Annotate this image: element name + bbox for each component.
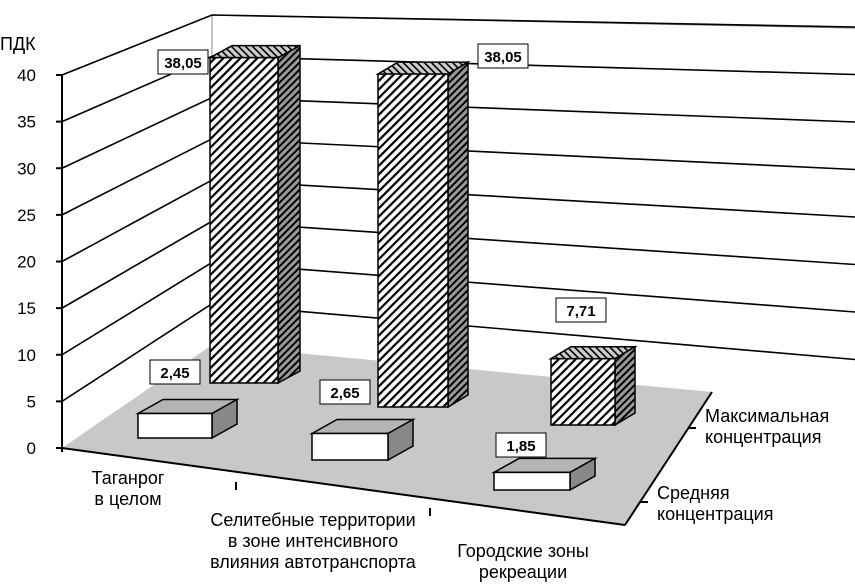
data-label-text: 2,65	[330, 385, 359, 402]
y-axis-label: ПДК	[0, 34, 36, 54]
data-label-box	[319, 379, 371, 405]
data-label-text: 38,05	[164, 55, 202, 72]
y-tick-label: 5	[27, 392, 36, 411]
data-label-text: 1,85	[506, 438, 535, 455]
data-label-box	[157, 49, 209, 75]
bar-front	[493, 471, 571, 491]
data-label: 38,05	[477, 43, 529, 69]
bar	[375, 60, 471, 409]
y-tick-label: 20	[17, 253, 36, 272]
bar	[209, 44, 301, 385]
data-label-text: 7,71	[566, 303, 595, 320]
depth-axis	[624, 391, 713, 526]
gridline	[61, 14, 855, 76]
bar-front	[311, 432, 389, 461]
bar-front	[209, 56, 279, 384]
y-tick-label: 15	[17, 299, 36, 318]
data-label: 2,65	[319, 379, 371, 405]
category-label: Городские зоны рекреации	[457, 541, 589, 582]
data-label-box	[495, 432, 547, 458]
y-tick-label: 35	[17, 113, 36, 132]
legend-label: Максимальная концентрация	[705, 406, 829, 447]
y-tick-label: 10	[17, 346, 36, 365]
legend-label: Средняя концентрация	[657, 483, 773, 524]
data-label: 1,85	[495, 432, 547, 458]
data-label-box	[555, 297, 607, 323]
bar-side	[447, 60, 469, 409]
data-label: 7,71	[555, 297, 607, 323]
data-label-text: 38,05	[484, 49, 522, 66]
bar-side	[277, 44, 301, 385]
bar-front	[550, 357, 616, 426]
bar	[135, 398, 240, 440]
data-label-text: 2,45	[160, 365, 189, 382]
category-label: Селитебные территории в зоне интенсивного…	[210, 510, 417, 572]
data-label-box	[149, 359, 201, 385]
x-axis	[61, 447, 626, 526]
data-label: 2,45	[149, 359, 201, 385]
bar-front	[137, 412, 213, 439]
bar	[548, 345, 638, 427]
data-label-box	[477, 43, 529, 69]
bar	[309, 418, 416, 462]
bar-side	[614, 345, 636, 427]
y-tick-label: 40	[17, 66, 36, 85]
y-tick-label: 0	[27, 439, 36, 458]
bar-front	[377, 73, 449, 408]
category-label: Таганрог в целом	[92, 468, 165, 509]
y-tick-label: 30	[17, 159, 36, 178]
bar	[491, 457, 598, 492]
data-label: 38,05	[157, 49, 209, 75]
y-tick-label: 25	[17, 206, 36, 225]
